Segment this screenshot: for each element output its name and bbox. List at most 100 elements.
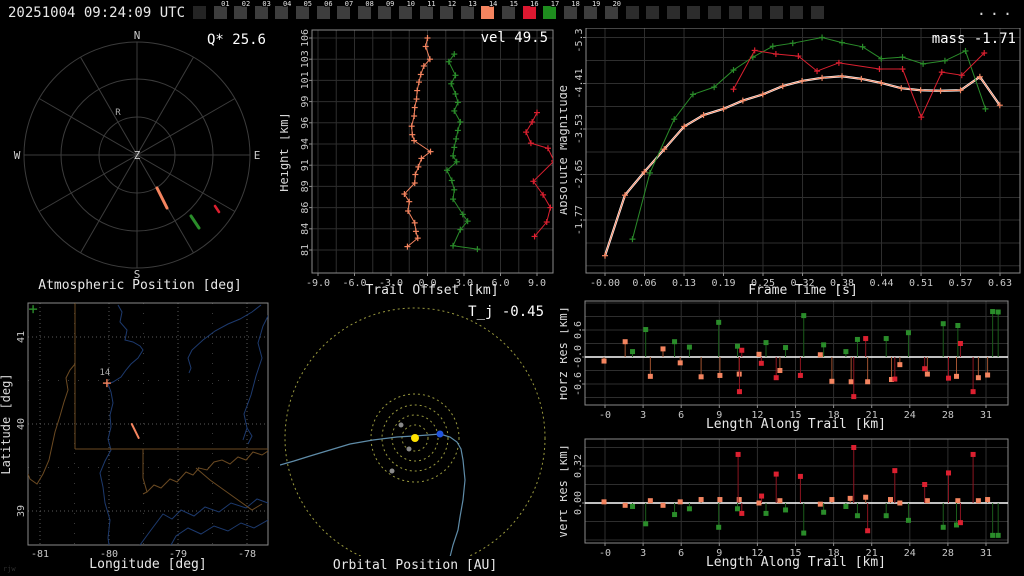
frame-thumbnail[interactable] [193, 6, 206, 19]
x-tick-label: -9.0 [306, 278, 330, 289]
x-tick-label: 0.19 [711, 278, 735, 289]
frame-thumbnail-02[interactable]: 02 [234, 1, 250, 19]
residual-marker-station-14 [848, 379, 854, 385]
zenith-label: Z [134, 149, 141, 162]
residual-marker-station-17 [643, 327, 649, 333]
frame-thumbnail-12[interactable]: 12 [440, 1, 456, 19]
x-tick-label: 31 [980, 410, 992, 421]
trail_offset-grid: -9.0 -6.0 -3.0 0.0 3.0 6.0 9.0 81 84 86 89 91 94 96 99… [300, 29, 554, 289]
residual-marker-station-17 [854, 336, 860, 342]
residual-marker-station-14 [888, 497, 894, 503]
river-line [246, 427, 253, 445]
map-features: 14 [28, 303, 268, 545]
frame-thumbnail[interactable] [728, 6, 742, 19]
x-tick-label: 3 [640, 410, 646, 421]
frame-thumbnail-20[interactable]: 20 [605, 1, 621, 19]
frame-number: 17 [550, 0, 560, 8]
residual-marker-station-17 [763, 340, 769, 346]
meteor-streak-2 [213, 204, 221, 214]
frame-thumbnail[interactable] [749, 6, 763, 19]
x-tick-label: 0.25 [751, 278, 775, 289]
mass-annotation: mass -1.71 [932, 31, 1016, 47]
frame-thumbnail-14[interactable]: 14 [481, 1, 497, 19]
residual-marker-station-16 [851, 394, 857, 400]
residual-marker-station-16 [797, 372, 803, 378]
frame-number: 16 [530, 0, 539, 8]
residual-marker-station-14 [865, 379, 871, 385]
residual-marker-station-16 [759, 493, 765, 499]
x-tick-label: 12 [751, 410, 763, 421]
y-tick-label: -4.41 [574, 68, 585, 98]
river-line [107, 304, 144, 385]
frame-thumbnail[interactable] [646, 6, 660, 19]
residual-marker-station-14 [829, 378, 835, 384]
magnitude-series [602, 34, 1003, 259]
planet-dot [406, 446, 412, 452]
residual-marker-station-14 [777, 498, 783, 504]
planet-dot [398, 422, 404, 428]
vert_res-series [585, 445, 1008, 538]
x-tick-label: -0 [599, 548, 611, 559]
residual-marker-station-14 [622, 502, 628, 508]
overflow-menu[interactable]: ... [976, 1, 1016, 19]
frame-thumbnail[interactable] [769, 6, 783, 19]
frame-thumbnail[interactable] [790, 6, 804, 19]
residual-marker-station-17 [734, 506, 740, 512]
frame-number: 02 [241, 0, 251, 8]
y-tick-label: 103 [300, 50, 311, 68]
x-tick-label: -81 [31, 549, 49, 560]
border-line [146, 450, 268, 493]
frame-thumbnail-03[interactable]: 03 [254, 1, 271, 19]
frame-thumbnail-17[interactable]: 17 [543, 1, 559, 19]
frame-thumbnail[interactable] [625, 6, 639, 19]
residual-marker-station-14 [677, 360, 683, 366]
frame-thumbnail-19[interactable]: 19 [584, 1, 600, 19]
cardinal-east: E [254, 149, 261, 162]
frame-thumbnail-01[interactable]: 01 [213, 1, 230, 19]
frame-thumbnail-06[interactable]: 06 [316, 1, 333, 19]
residual-marker-station-17 [783, 345, 789, 351]
x-tick-label: 6 [678, 548, 684, 559]
residual-marker-station-16 [797, 473, 803, 479]
residual-marker-station-14 [888, 377, 894, 382]
frame-thumbnail[interactable] [687, 6, 701, 19]
planet-orbit [381, 404, 449, 472]
frame-thumbnail-05[interactable]: 05 [296, 1, 312, 19]
frame-thumbnail[interactable] [708, 6, 721, 19]
frame-thumbnail-10[interactable]: 10 [399, 1, 415, 19]
vert-xlabel: Length Along Trail [km] [706, 555, 886, 570]
planet-orbit [401, 424, 429, 452]
residual-marker-station-17 [643, 521, 649, 527]
x-tick-label: 6.0 [491, 278, 509, 289]
river-line [187, 304, 262, 374]
residual-marker-station-14 [677, 499, 683, 505]
tisserand-annotation: T_j -0.45 [468, 304, 544, 320]
vertical-residuals-panel: -0 3 6 9 12 15 18 21 24 28 31 0.32 0.00 Length Along… [560, 438, 1009, 570]
planet-dot [389, 468, 395, 474]
frame-thumbnail-08[interactable]: 08 [357, 1, 374, 19]
frame-thumbnail[interactable] [811, 6, 824, 19]
residual-marker-station-14 [756, 500, 762, 506]
frame-thumbnail-11[interactable]: 11 [419, 1, 436, 19]
radiant-label: R [115, 108, 121, 118]
frame-thumbnail-04[interactable]: 04 [275, 1, 291, 19]
frame-thumbnail-13[interactable]: 13 [460, 1, 477, 19]
residual-marker-station-16 [892, 376, 898, 382]
x-tick-label: -6.0 [342, 278, 366, 289]
x-tick-label: 3 [640, 548, 646, 559]
x-tick-label: 0.44 [869, 278, 893, 289]
frame-thumbnail-18[interactable]: 18 [563, 1, 580, 19]
planet-orbit [284, 307, 546, 556]
mass-ylabel: Absolute Magnitude [560, 85, 570, 215]
frame-thumbnail-16[interactable]: 16 [522, 1, 539, 19]
frame-thumbnail-15[interactable]: 15 [502, 1, 518, 19]
vert-ylabel: Vert Res [km] [560, 444, 570, 538]
polar-grid [23, 41, 251, 269]
residual-marker-station-14 [698, 497, 704, 503]
frame-thumbnail[interactable] [666, 6, 680, 19]
frame-thumbnail-07[interactable]: 07 [337, 1, 353, 19]
frame-thumbnail-09[interactable]: 09 [378, 1, 394, 19]
horz_res-series [585, 309, 1008, 400]
x-tick-label: 28 [942, 548, 954, 559]
residual-marker-station-17 [801, 313, 807, 319]
